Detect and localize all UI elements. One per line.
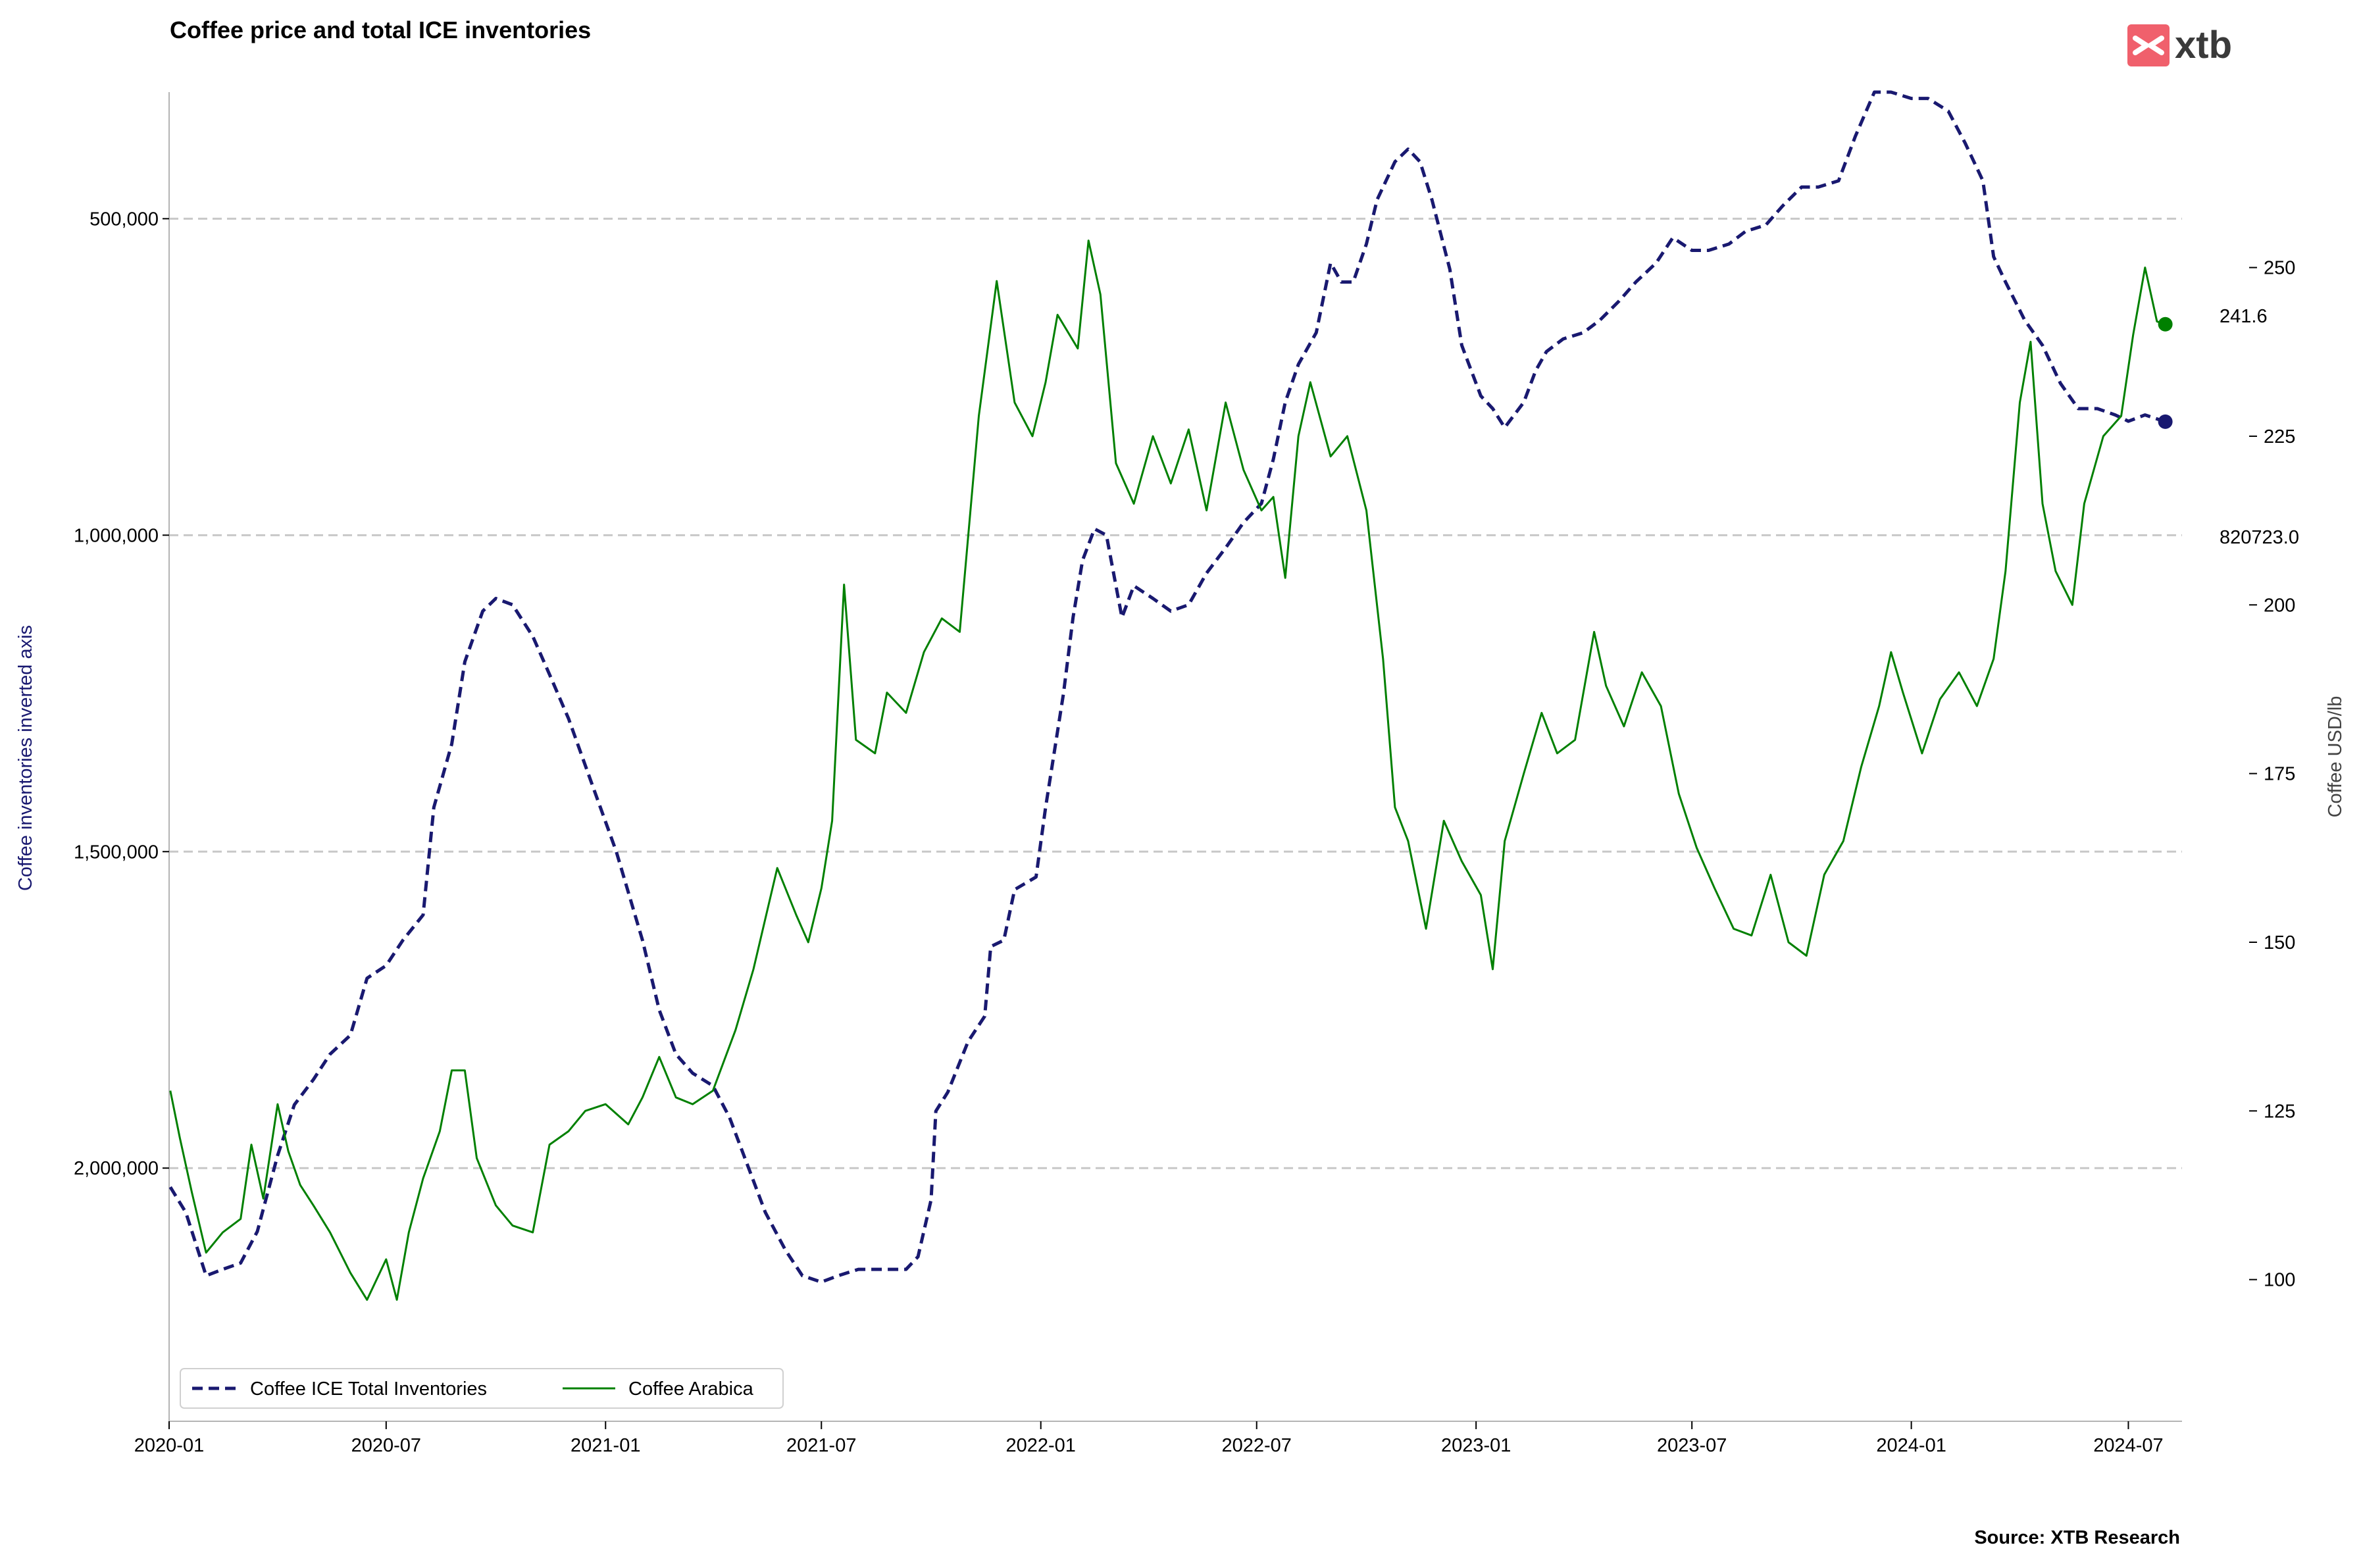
x-tick-label: 2024-01	[1876, 1435, 1946, 1456]
left-axis-label: Coffee inventories inverted axis	[15, 625, 36, 891]
left-tick-label: 2,000,000	[74, 1158, 159, 1179]
left-tick-label: 1,000,000	[74, 525, 159, 546]
source-note: Source: XTB Research	[1974, 1527, 2180, 1548]
right-axis-ticks: 100 125 150 175 200 225 250	[2249, 258, 2295, 1291]
arabica-end-label: 241.6	[2220, 306, 2268, 327]
x-tick-label: 2024-07	[2093, 1435, 2163, 1456]
brand-logo: xtb	[2127, 24, 2232, 66]
x-tick-label: 2021-01	[571, 1435, 640, 1456]
right-tick-label: 150	[2264, 932, 2295, 953]
x-tick-label: 2021-07	[786, 1435, 856, 1456]
right-tick-label: 175	[2264, 764, 2295, 785]
axes	[168, 92, 2182, 1422]
arabica-series-line	[169, 240, 2166, 1301]
series-layer	[168, 90, 2173, 1301]
right-tick-label: 125	[2264, 1101, 2295, 1122]
legend: Coffee ICE Total Inventories Coffee Arab…	[180, 1368, 784, 1409]
legend-arabica-label: Coffee Arabica	[628, 1378, 754, 1400]
left-tick-label: 500,000	[89, 209, 159, 230]
logo-wordmark: xtb	[2175, 24, 2232, 66]
inventories-end-marker	[2158, 414, 2173, 429]
right-tick-label: 250	[2264, 258, 2295, 279]
x-tick-label: 2020-07	[351, 1435, 421, 1456]
inventories-end-label: 820723.0	[2220, 527, 2299, 548]
x-tick-label: 2023-01	[1441, 1435, 1511, 1456]
chart-title: Coffee price and total ICE inventories	[170, 16, 591, 43]
inventories-series-line	[168, 90, 2166, 1284]
x-tick-label: 2020-01	[134, 1435, 204, 1456]
legend-box	[180, 1368, 784, 1409]
x-tick-label: 2023-07	[1657, 1435, 1727, 1456]
right-tick-label: 225	[2264, 426, 2295, 447]
grid-lines	[169, 217, 2182, 1169]
right-axis-label: Coffee USD/lb	[2325, 696, 2346, 818]
legend-inventories-label: Coffee ICE Total Inventories	[250, 1378, 487, 1400]
x-tick-label: 2022-07	[1222, 1435, 1292, 1456]
right-tick-label: 100	[2264, 1270, 2295, 1291]
x-axis-ticks: 2020-01 2020-07 2021-01 2021-07 2022-01 2022-…	[134, 1421, 2164, 1456]
x-tick-label: 2022-01	[1006, 1435, 1076, 1456]
right-tick-label: 200	[2264, 595, 2295, 616]
left-tick-label: 1,500,000	[74, 842, 159, 863]
arabica-end-marker	[2158, 316, 2173, 332]
left-axis-ticks: 500,000 1,000,000 1,500,000 2,000,000	[74, 209, 169, 1179]
